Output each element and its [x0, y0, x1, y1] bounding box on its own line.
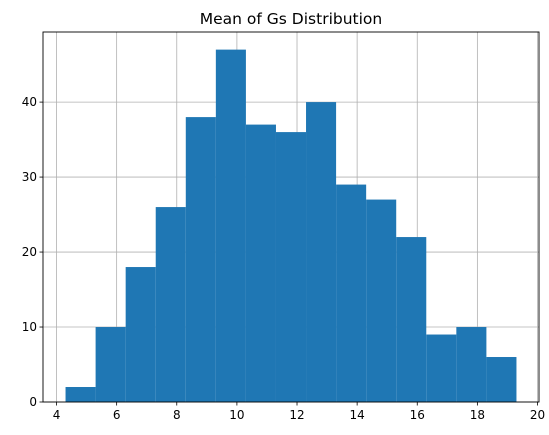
x-tick-label-3: 10: [229, 408, 244, 422]
histogram-bar-6: [245, 124, 276, 402]
y-axis: 0 10 20 30 40: [22, 95, 43, 409]
histogram-bar-9: [336, 184, 367, 402]
x-tick-label-1: 6: [113, 408, 121, 422]
histogram-bar-4: [185, 117, 216, 402]
histogram-bar-5: [215, 49, 246, 402]
histogram-bar-14: [486, 357, 517, 402]
histogram-bar-13: [456, 327, 487, 402]
y-tick-label-4: 40: [22, 95, 37, 109]
histogram-bar-12: [426, 334, 457, 402]
histogram-bar-11: [396, 237, 427, 402]
x-tick-label-0: 4: [53, 408, 61, 422]
y-tick-label-2: 20: [22, 245, 37, 259]
x-tick-label-7: 18: [470, 408, 485, 422]
x-axis: 4 6 8 10 12 14 16 18 20: [53, 402, 545, 422]
histogram-bar-2: [125, 267, 156, 402]
y-tick-label-3: 30: [22, 170, 37, 184]
histogram-bar-0: [65, 387, 96, 402]
x-tick-label-5: 14: [349, 408, 364, 422]
histogram-bars: [65, 49, 517, 402]
chart-title: Mean of Gs Distribution: [200, 10, 382, 28]
plot-frame: [42, 31, 540, 403]
histogram-bar-7: [275, 132, 307, 402]
x-tick-label-6: 16: [410, 408, 425, 422]
x-tick-label-8: 20: [530, 408, 545, 422]
x-tick-label-2: 8: [173, 408, 181, 422]
y-tick-label-0: 0: [29, 395, 37, 409]
histogram-bar-3: [155, 207, 186, 402]
histogram-bar-10: [366, 199, 397, 402]
histogram-bar-1: [95, 327, 126, 402]
y-tick-label-1: 10: [22, 320, 37, 334]
histogram-bar-8: [306, 102, 337, 402]
x-tick-label-4: 12: [289, 408, 304, 422]
